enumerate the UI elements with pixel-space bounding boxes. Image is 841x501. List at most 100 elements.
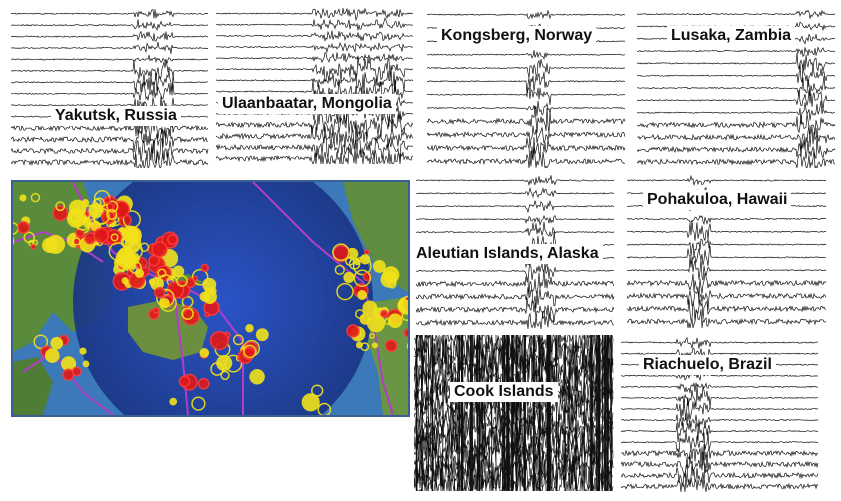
seismic-trace (216, 79, 414, 104)
seismic-trace (637, 100, 835, 124)
seismic-trace (427, 10, 626, 20)
seismogram-traces (11, 9, 209, 168)
seismogram-traces (627, 174, 827, 328)
seismic-trace (627, 309, 827, 328)
seismic-trace (11, 137, 209, 165)
seismic-trace (621, 419, 819, 443)
seismic-trace (621, 451, 819, 475)
earthquake-marker (19, 194, 27, 202)
globe-hemisphere (73, 182, 373, 415)
seismic-trace (637, 114, 836, 135)
earthquake-marker (68, 199, 87, 217)
seismic-trace (11, 9, 209, 19)
seismogram-traces (427, 10, 626, 168)
seismic-trace (637, 148, 836, 168)
seismogram-cook: Cook Islands (414, 335, 614, 491)
seismic-trace (416, 200, 615, 213)
earthquake-marker (23, 231, 35, 244)
earthquake-marker (334, 264, 345, 276)
earthquake-marker (359, 313, 372, 325)
seismic-trace (416, 214, 615, 227)
earthquake-marker (148, 254, 160, 267)
earthquake-marker (224, 354, 243, 373)
earthquake-marker (111, 200, 130, 219)
station-label: Riachuelo, Brazil (639, 355, 776, 375)
earthquake-marker (209, 330, 230, 351)
seismogram-traces (216, 8, 414, 164)
seismic-trace (427, 106, 626, 134)
seismic-trace (416, 186, 615, 199)
earthquake-marker (388, 280, 397, 289)
earthquake-marker (360, 342, 370, 352)
earthquake-marker (52, 205, 69, 222)
earthquake-marker (178, 375, 191, 388)
seismic-trace (637, 89, 836, 111)
earthquake-marker (406, 342, 408, 350)
seismic-trace (416, 268, 615, 296)
seismic-trace (216, 17, 414, 31)
seismic-trace (621, 473, 819, 492)
seismic-trace (427, 137, 626, 163)
station-label: Ulaanbaatar, Mongolia (218, 94, 396, 114)
station-label: Cook Islands (450, 382, 558, 402)
seismic-trace (216, 147, 414, 164)
earthquake-marker (357, 290, 368, 300)
earthquake-marker (401, 295, 408, 314)
seismic-trace (627, 174, 827, 186)
earthquake-marker (30, 243, 37, 250)
seismic-trace (621, 397, 819, 420)
earthquake-marker (152, 307, 160, 314)
earthquake-marker (332, 243, 350, 262)
earthquake-marker (345, 256, 355, 266)
earthquake-marker (200, 263, 210, 273)
seismic-trace (637, 135, 836, 159)
earthquake-markers (13, 190, 408, 415)
earthquake-marker (125, 242, 144, 260)
seismic-trace (11, 117, 209, 142)
seismogram-kongsberg: Kongsberg, Norway (427, 8, 626, 168)
earthquake-marker (92, 207, 110, 225)
earthquake-marker (103, 196, 112, 204)
earthquake-marker (301, 393, 320, 412)
earthquake-marker (204, 312, 210, 318)
seismic-trace (216, 41, 414, 54)
seismogram-riachuelo: Riachuelo, Brazil (621, 337, 819, 492)
seismic-trace (621, 347, 819, 361)
seismogram-yakutsk: Yakutsk, Russia (11, 8, 209, 168)
earthquake-marker (199, 291, 210, 302)
seismic-trace (621, 384, 819, 408)
seismic-trace (216, 8, 414, 22)
seismogram-pohakuloa: Pohakuloa, Hawaii (627, 174, 827, 328)
earthquake-marker (243, 344, 257, 359)
earthquake-marker (343, 271, 355, 283)
earthquake-marker (55, 201, 66, 212)
earthquake-marker (119, 226, 126, 234)
seismic-trace (627, 219, 827, 242)
seismic-trace (11, 30, 209, 42)
earthquake-marker (13, 236, 15, 246)
seismic-trace (621, 431, 819, 454)
seismic-trace (637, 62, 836, 88)
earthquake-marker (151, 241, 168, 258)
seismic-trace (637, 75, 836, 97)
seismic-trace (11, 70, 209, 96)
seismic-trace (11, 55, 209, 64)
earthquake-marker (83, 219, 92, 229)
earthquake-marker (172, 265, 185, 278)
earthquake-marker (346, 324, 360, 338)
seismic-trace (11, 146, 209, 168)
seismic-trace (416, 310, 615, 329)
seismic-trace (427, 59, 626, 79)
earthquake-marker (79, 347, 87, 355)
earthquake-marker (380, 271, 398, 288)
earthquake-marker (110, 233, 119, 242)
earthquake-marker (210, 362, 224, 376)
earthquake-marker (191, 396, 206, 411)
station-label: Pohakuloa, Hawaii (643, 190, 792, 210)
earthquake-marker (202, 277, 217, 292)
earthquake-marker (359, 254, 371, 265)
earthquake-marker (72, 237, 81, 246)
seismic-trace (637, 125, 836, 151)
seismogram-lusaka: Lusaka, Zambia (637, 8, 836, 168)
seismic-trace (216, 110, 414, 142)
